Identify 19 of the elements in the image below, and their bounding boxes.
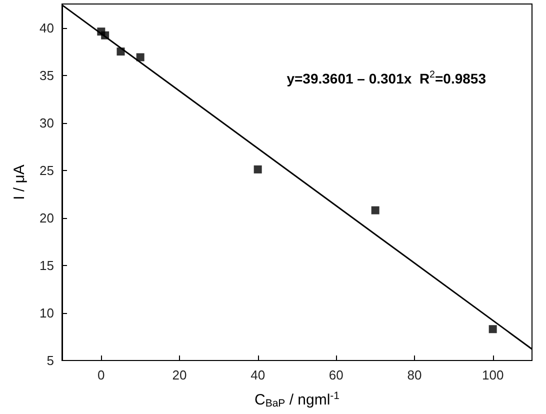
point xyxy=(488,325,497,334)
point xyxy=(371,206,380,214)
y-tick-label: 30 xyxy=(40,115,54,130)
x-tick-label: 0 xyxy=(98,368,105,382)
y-tick-label: 35 xyxy=(40,68,54,83)
x-tick-label: 20 xyxy=(172,368,187,382)
x-tick-label: 80 xyxy=(407,368,422,382)
y-tick-label: 25 xyxy=(40,162,54,178)
y-tick-label: 10 xyxy=(40,305,54,320)
x-tick-label: 100 xyxy=(482,368,504,382)
y-tick-label: 5 xyxy=(46,353,54,368)
y-tick-label: 40 xyxy=(40,20,54,36)
point xyxy=(254,165,262,174)
x-tick-label: 60 xyxy=(328,368,344,382)
y-axis-title: I / μA xyxy=(11,164,28,200)
point xyxy=(136,53,144,62)
y-tick-label: 15 xyxy=(40,258,54,273)
y-tick-label: 20 xyxy=(40,210,54,226)
x-tick-label: 40 xyxy=(250,368,266,382)
